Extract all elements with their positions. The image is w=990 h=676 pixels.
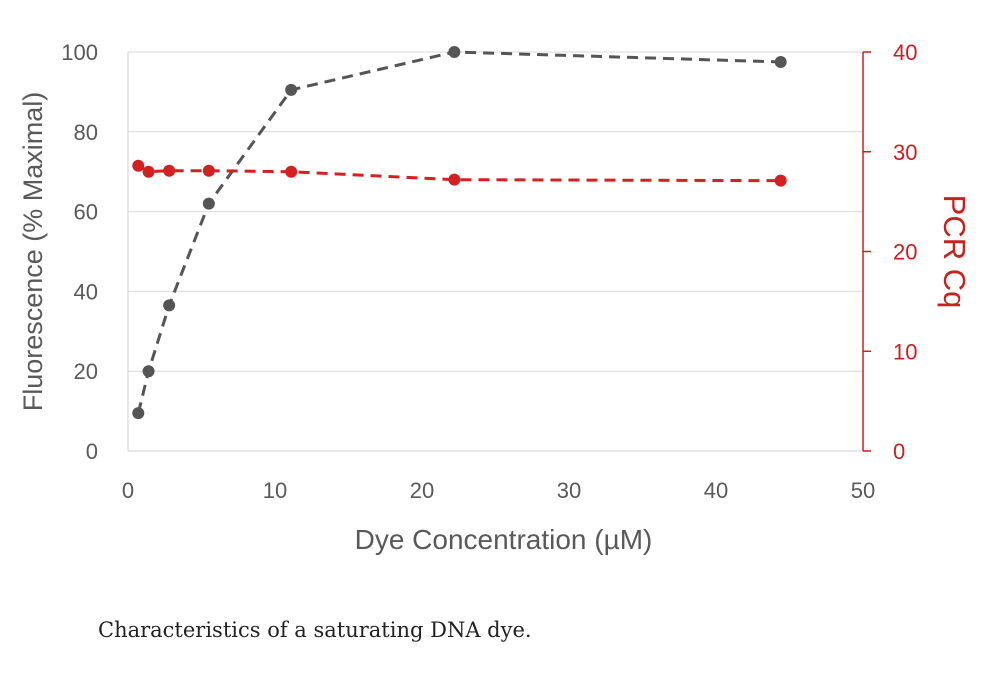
data-point-0 (163, 299, 176, 312)
y2-tick-label: 0 (893, 439, 905, 464)
y2-tick-label: 40 (893, 40, 917, 65)
x-tick-label: 10 (263, 478, 287, 503)
data-point-0 (285, 83, 298, 96)
data-point-0 (202, 197, 215, 210)
data-point-0 (774, 55, 787, 68)
data-point-0 (142, 365, 155, 378)
y-tick-label: 0 (86, 439, 98, 464)
series-line-0 (136, 50, 781, 414)
data-point-1 (163, 164, 176, 177)
y-tick-label: 40 (74, 279, 98, 304)
y2-tick-label: 20 (893, 240, 917, 265)
x-tick-label: 40 (704, 478, 728, 503)
data-point-0 (448, 46, 461, 58)
x-axis-title: Dye Concentration (µM) (355, 524, 653, 555)
data-point-1 (774, 174, 787, 187)
data-point-1 (142, 165, 155, 178)
data-point-1 (448, 173, 461, 186)
x-tick-label: 0 (122, 478, 134, 503)
data-point-1 (132, 159, 145, 172)
y-axis-title: Fluorescence (% Maximal) (18, 92, 48, 412)
data-point-1 (285, 165, 298, 178)
y-tick-label: 60 (74, 200, 98, 225)
data-point-0 (132, 407, 145, 420)
y2-axis-title: PCR Cq (937, 195, 972, 309)
data-point-1 (202, 164, 215, 177)
x-tick-label: 20 (410, 478, 434, 503)
y2-tick-label: 30 (893, 140, 917, 165)
chart: 0 20 40 60 80 100 0 10 20 30 40 0 10 20 30 40 50 Dye Conc… (18, 40, 972, 555)
x-tick-label: 50 (851, 478, 875, 503)
figure-caption: Characteristics of a saturating DNA dye. (98, 618, 532, 642)
x-tick-label: 30 (557, 478, 581, 503)
y-tick-label: 20 (74, 359, 98, 384)
y-tick-label: 80 (74, 120, 98, 145)
y2-tick-label: 10 (893, 339, 917, 364)
y-tick-label: 100 (61, 40, 98, 65)
